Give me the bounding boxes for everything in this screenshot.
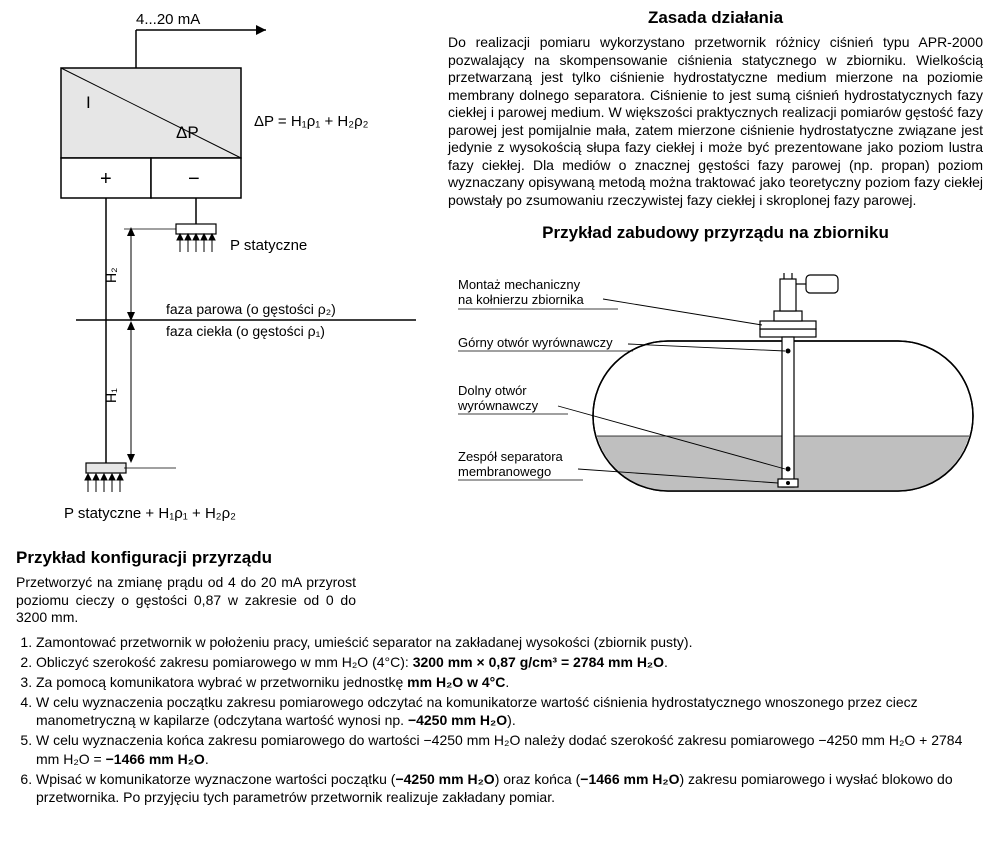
config-step: W celu wyznaczenia końca zakresu pomiaro…	[36, 731, 983, 767]
config-step: Zamontować przetwornik w położeniu pracy…	[36, 633, 983, 651]
liquid-phase: faza ciekła (o gęstości ρ₁)	[166, 323, 325, 339]
principle-title: Zasada działania	[448, 8, 983, 28]
vapor-phase: faza parowa (o gęstości ρ₂)	[166, 301, 336, 317]
config-intro: Przetworzyć na zmianę prądu od 4 do 20 m…	[16, 574, 356, 627]
p-static: P statyczne	[230, 237, 307, 254]
m-label2: Górny otwór wyrównawczy	[458, 335, 613, 350]
pressure-diagram: 4...20 mA I ΔP ΔP = H₁ρ₁ + H₂ρ₂ + −	[16, 8, 436, 544]
config-step: W celu wyznaczenia początku zakresu pomi…	[36, 693, 983, 729]
h2-label: H₂	[103, 267, 119, 283]
label-I: I	[86, 93, 91, 112]
config-step: Obliczyć szerokość zakresu pomiarowego w…	[36, 653, 983, 671]
label-dP: ΔP	[176, 123, 199, 142]
mounting-title: Przykład zabudowy przyrządu na zbiorniku	[448, 223, 983, 243]
current-label: 4...20 mA	[136, 11, 200, 28]
config-title: Przykład konfiguracji przyrządu	[16, 548, 983, 568]
config-steps-list: Zamontować przetwornik w położeniu pracy…	[16, 633, 983, 807]
m-label1a: Montaż mechaniczny	[458, 277, 581, 292]
tank-diagram: Montaż mechaniczny na kołnierzu zbiornik…	[448, 251, 978, 544]
h1-label: H₁	[103, 388, 119, 403]
formula: ΔP = H₁ρ₁ + H₂ρ₂	[254, 113, 369, 130]
m-label4b: membranowego	[458, 464, 551, 479]
config-step: Za pomocą komunikatora wybrać w przetwor…	[36, 673, 983, 691]
m-label4a: Zespół separatora	[458, 449, 564, 464]
m-label3a: Dolny otwór	[458, 383, 527, 398]
m-label3b: wyrównawczy	[457, 398, 539, 413]
minus: −	[188, 168, 200, 190]
bottom-formula: P statyczne + H₁ρ₁ + H₂ρ₂	[64, 505, 236, 522]
m-label1b: na kołnierzu zbiornika	[458, 292, 585, 307]
config-step: Wpisać w komunikatorze wyznaczone wartoś…	[36, 770, 983, 806]
principle-text: Do realizacji pomiaru wykorzystano przet…	[448, 34, 983, 209]
plus: +	[100, 168, 112, 190]
